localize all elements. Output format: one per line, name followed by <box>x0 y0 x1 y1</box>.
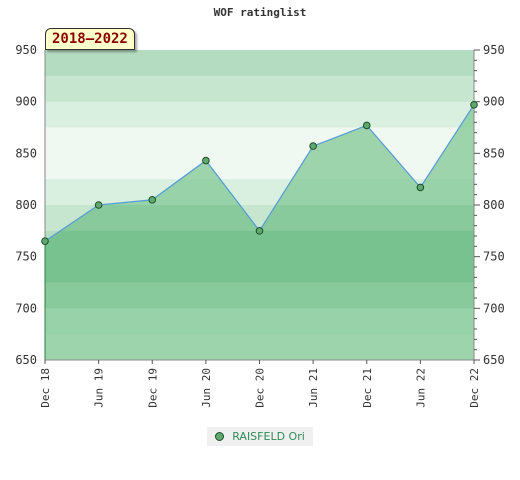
date-range-badge: 2018–2022 <box>45 28 135 50</box>
legend: RAISFELD Ori <box>207 427 313 446</box>
area-band <box>45 308 474 335</box>
y-tick-label-left: 700 <box>15 301 37 315</box>
y-tick-label-right: 950 <box>483 43 505 57</box>
y-tick-label-right: 850 <box>483 146 505 160</box>
data-point <box>416 183 425 192</box>
x-tick-label: Jun 21 <box>307 368 320 408</box>
x-tick-label: Jun 22 <box>414 368 427 408</box>
y-tick-label-left: 850 <box>15 146 37 160</box>
data-point <box>94 201 103 209</box>
y-tick-label-left: 900 <box>15 95 37 109</box>
data-point <box>309 142 317 150</box>
y-tick-label-left: 800 <box>15 198 37 212</box>
data-point <box>148 196 157 204</box>
x-tick-label: Dec 19 <box>146 368 159 408</box>
data-point <box>255 227 264 235</box>
background-band <box>45 127 474 154</box>
area-band <box>45 230 474 258</box>
background-band <box>45 50 474 77</box>
area-band <box>45 282 474 309</box>
y-tick-label-right: 900 <box>483 95 505 109</box>
chart-title: WOF ratinglist <box>213 6 307 19</box>
area-band <box>45 334 474 361</box>
data-point <box>202 156 210 165</box>
data-point <box>41 237 49 245</box>
legend-label: RAISFELD Ori <box>232 430 305 443</box>
y-tick-label-left: 750 <box>15 250 37 264</box>
y-tick-label-left: 950 <box>15 43 37 57</box>
data-point <box>470 100 478 109</box>
x-tick-label: Jun 19 <box>93 368 106 408</box>
axes: 650 650 700 700 750 750 800 800 850 850 900 900 950 9… <box>15 43 504 408</box>
x-tick-label: Dec 21 <box>361 368 374 408</box>
y-tick-label-right: 650 <box>483 353 505 367</box>
series-layer <box>41 100 478 360</box>
data-point <box>362 121 371 130</box>
background-band <box>45 101 474 128</box>
x-tick-label: Jun 20 <box>200 368 213 408</box>
legend-marker-icon <box>215 432 225 441</box>
y-tick-label-right: 700 <box>483 301 505 315</box>
x-tick-label: Dec 18 <box>39 368 52 408</box>
background-band <box>45 75 474 103</box>
x-tick-label: Dec 20 <box>254 368 267 408</box>
y-tick-label-right: 750 <box>483 250 505 264</box>
x-tick-label: Dec 22 <box>468 368 481 408</box>
area-band <box>45 256 474 283</box>
y-tick-label-left: 650 <box>15 353 37 367</box>
y-tick-label-right: 800 <box>483 198 505 212</box>
